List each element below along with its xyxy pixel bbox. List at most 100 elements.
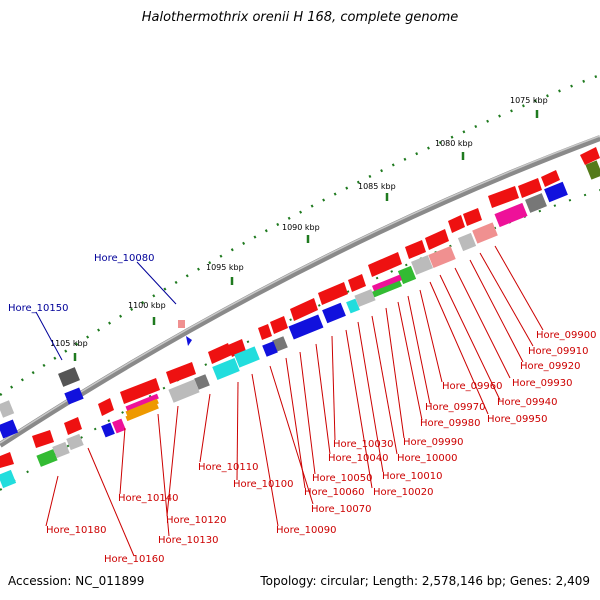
gene-feature[interactable] bbox=[585, 160, 600, 180]
gene-feature[interactable] bbox=[405, 240, 426, 259]
gene-feature[interactable] bbox=[125, 393, 159, 412]
scale-ticks bbox=[73, 110, 539, 361]
forward-strand-genes[interactable] bbox=[0, 147, 600, 468]
gene-feature[interactable] bbox=[494, 202, 528, 228]
gene-feature[interactable] bbox=[112, 418, 126, 434]
gene-feature[interactable] bbox=[457, 232, 477, 252]
gene-feature[interactable] bbox=[348, 274, 366, 292]
gene-label[interactable]: Hore_10000 bbox=[397, 453, 458, 464]
gene-feature[interactable] bbox=[98, 398, 114, 416]
scale-label: 1085 kbp bbox=[358, 182, 396, 191]
gene-label[interactable]: Hore_09990 bbox=[403, 437, 464, 448]
gene-feature[interactable] bbox=[120, 378, 160, 404]
gene-feature[interactable] bbox=[234, 346, 260, 368]
label-leader-lines bbox=[45, 245, 544, 557]
gene-label[interactable]: Hore_10160 bbox=[104, 554, 165, 565]
gene-feature[interactable] bbox=[290, 298, 318, 321]
gene-feature[interactable] bbox=[346, 298, 360, 314]
gene-label[interactable]: Hore_10030 bbox=[333, 439, 394, 450]
gene-label[interactable]: Hore_10070 bbox=[311, 504, 372, 515]
gene-feature[interactable] bbox=[318, 282, 348, 305]
gene-feature[interactable] bbox=[212, 358, 240, 380]
gene-label[interactable]: Hore_09920 bbox=[520, 361, 581, 372]
gene-feature[interactable] bbox=[580, 147, 600, 165]
gene-label[interactable]: Hore_09940 bbox=[497, 397, 558, 408]
gene-feature[interactable] bbox=[66, 433, 84, 451]
gene-label[interactable]: Hore_10130 bbox=[158, 535, 219, 546]
gene-label[interactable]: Hore_10080 bbox=[94, 253, 155, 264]
map-title: Halothermothrix orenii H 168, complete g… bbox=[141, 10, 459, 25]
gene-label[interactable]: Hore_09910 bbox=[528, 346, 589, 357]
gene-feature[interactable] bbox=[208, 343, 232, 364]
gene-label[interactable]: Hore_10040 bbox=[328, 453, 389, 464]
gene-feature[interactable] bbox=[411, 255, 433, 275]
gene-feature[interactable] bbox=[58, 367, 80, 387]
gene-label[interactable]: Hore_09970 bbox=[425, 402, 486, 413]
gene-label[interactable]: Hore_10010 bbox=[382, 471, 443, 482]
genome-backbone-highlight bbox=[0, 135, 600, 444]
gene-label[interactable]: Hore_09950 bbox=[487, 414, 548, 425]
gene-label[interactable]: Hore_09980 bbox=[420, 418, 481, 429]
red-gene-labels: Hore_09900 Hore_09910 Hore_09920 Hore_09… bbox=[46, 330, 597, 565]
gene-feature[interactable] bbox=[258, 324, 272, 340]
gene-label[interactable]: Hore_09930 bbox=[512, 378, 573, 389]
gene-feature[interactable] bbox=[428, 246, 456, 268]
gene-label[interactable]: Hore_10110 bbox=[198, 462, 259, 473]
gene-feature[interactable] bbox=[64, 387, 84, 405]
gene-feature[interactable] bbox=[270, 316, 288, 334]
scale-label: 1080 kbp bbox=[435, 139, 473, 148]
gene-label[interactable]: Hore_10060 bbox=[304, 487, 365, 498]
gene-feature[interactable] bbox=[32, 430, 54, 448]
gene-feature[interactable] bbox=[186, 336, 192, 346]
gene-feature[interactable] bbox=[272, 336, 288, 352]
inner-dotted-ring bbox=[0, 189, 600, 491]
gene-feature[interactable] bbox=[322, 302, 346, 324]
gene-feature[interactable] bbox=[541, 170, 560, 187]
blue-gene-labels: Hore_10080 Hore_10150 bbox=[8, 253, 155, 314]
scale-dotted-ring bbox=[0, 73, 600, 397]
gene-feature[interactable] bbox=[52, 441, 70, 459]
gene-feature[interactable] bbox=[425, 229, 449, 250]
gene-feature[interactable] bbox=[463, 208, 482, 226]
gene-feature[interactable] bbox=[354, 289, 376, 307]
gene-feature[interactable] bbox=[125, 403, 159, 422]
accession-text: Accession: NC_011899 bbox=[8, 574, 145, 588]
gene-label[interactable]: Hore_09900 bbox=[536, 330, 597, 341]
gene-feature[interactable] bbox=[371, 274, 403, 292]
gene-feature[interactable] bbox=[525, 193, 547, 213]
gene-feature[interactable] bbox=[371, 280, 403, 298]
gene-label[interactable]: Hore_10100 bbox=[233, 479, 294, 490]
gene-feature[interactable] bbox=[166, 362, 196, 384]
gene-feature[interactable] bbox=[64, 417, 82, 435]
gene-feature[interactable] bbox=[101, 422, 115, 438]
gene-feature[interactable] bbox=[0, 452, 14, 468]
gene-label[interactable]: Hore_10140 bbox=[118, 493, 179, 504]
gene-feature[interactable] bbox=[472, 222, 498, 244]
functional-gene-blocks[interactable] bbox=[0, 160, 600, 489]
gene-feature[interactable] bbox=[544, 181, 568, 203]
gene-label[interactable]: Hore_09960 bbox=[442, 381, 503, 392]
genome-backbone bbox=[0, 135, 600, 448]
gene-feature[interactable] bbox=[0, 400, 15, 418]
gene-label[interactable]: Hore_10090 bbox=[276, 525, 337, 536]
gene-feature[interactable] bbox=[0, 469, 17, 489]
gene-feature[interactable] bbox=[168, 379, 200, 403]
gene-feature[interactable] bbox=[178, 320, 185, 328]
gene-feature[interactable] bbox=[194, 374, 210, 390]
gene-label[interactable]: Hore_10150 bbox=[8, 303, 69, 314]
gene-feature[interactable] bbox=[368, 252, 402, 277]
gene-feature[interactable] bbox=[36, 449, 58, 467]
gene-feature[interactable] bbox=[518, 178, 542, 198]
gene-feature[interactable] bbox=[0, 419, 19, 439]
gene-feature[interactable] bbox=[125, 398, 159, 417]
gene-label[interactable]: Hore_10020 bbox=[373, 487, 434, 498]
gene-feature[interactable] bbox=[288, 314, 324, 340]
gene-label[interactable]: Hore_10120 bbox=[166, 515, 227, 526]
gene-label[interactable]: Hore_10180 bbox=[46, 525, 107, 536]
gene-label[interactable]: Hore_10050 bbox=[312, 473, 373, 484]
gene-feature[interactable] bbox=[488, 186, 519, 208]
gene-feature[interactable] bbox=[262, 341, 278, 357]
gene-feature[interactable] bbox=[397, 265, 417, 285]
gene-feature[interactable] bbox=[448, 215, 465, 233]
